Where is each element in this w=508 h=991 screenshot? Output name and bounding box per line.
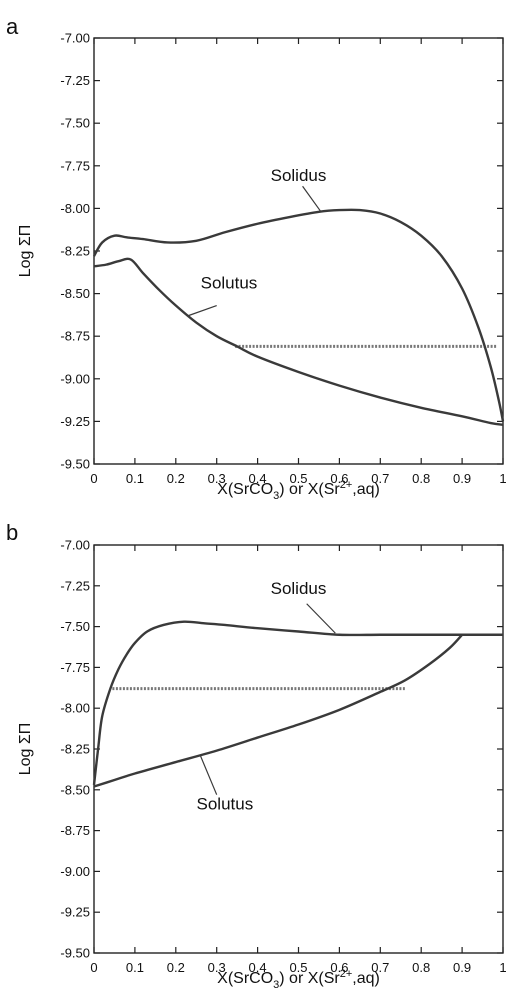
x-axis-title-part: 3 (273, 490, 279, 502)
x-tick-label: 0.3 (208, 960, 226, 975)
x-axis-title: X(SrCO3) or X(Sr2+,aq) (217, 479, 380, 502)
annotation-label: Solutus (201, 273, 258, 292)
y-tick-label: -8.50 (60, 782, 90, 797)
annotation-label: Solidus (271, 579, 327, 598)
y-tick-label: -7.75 (60, 158, 90, 173)
x-tick-label: 0.9 (453, 960, 471, 975)
x-tick-label: 0.5 (289, 960, 307, 975)
panel-a: a -7.00 -7.25 -7.50 -7.75 -8.00 -8.25 -8.50 -8.7… (6, 14, 507, 502)
annotation-leader (199, 755, 218, 795)
x-tick-label: 0 (90, 471, 97, 486)
y-axis-title: Log ΣΠ (17, 225, 34, 278)
plot-frame (93, 37, 504, 465)
y-tick-label: -7.00 (60, 31, 90, 46)
x-tick-label: 1 (499, 471, 506, 486)
x-axis-title-part: 2+ (340, 479, 353, 491)
x-tick-label: 0.8 (412, 960, 430, 975)
y-tick-label: -9.00 (60, 371, 90, 386)
x-tick-label: 0.7 (371, 960, 389, 975)
panel-letter: a (6, 14, 19, 39)
x-tick-label: 0.1 (126, 471, 144, 486)
y-tick-label: -7.00 (60, 538, 90, 553)
y-tick-label: -7.25 (60, 73, 90, 88)
y-tick-label: -8.25 (60, 742, 90, 757)
y-tick-label: -9.50 (60, 457, 90, 472)
y-tick-label: -7.50 (60, 116, 90, 131)
x-tick-label: 0.6 (330, 960, 348, 975)
x-tick-label: 0.2 (167, 471, 185, 486)
x-tick-label: 0 (90, 960, 97, 975)
panel-letter: b (6, 520, 18, 545)
y-tick-label: -7.25 (60, 578, 90, 593)
x-axis-title-part: 3 (273, 979, 279, 991)
y-tick-label: -8.00 (60, 201, 90, 216)
annotation-leader (187, 304, 217, 317)
series-solutus-line (93, 257, 504, 426)
y-tick-label: -8.25 (60, 244, 90, 259)
y-tick-label: -8.50 (60, 286, 90, 301)
y-tick-label: -9.00 (60, 864, 90, 879)
x-axis-title-part: 2+ (340, 968, 353, 980)
y-axis-title: Log ΣΠ (17, 723, 34, 776)
x-tick-label: 0.4 (249, 960, 267, 975)
annotation-label: Solutus (197, 794, 254, 813)
annotation-leader (302, 185, 322, 213)
x-axis-title-part: ,aq) (352, 481, 380, 498)
annotation-label: Solidus (271, 166, 327, 185)
x-tick-label: 0.3 (208, 471, 226, 486)
x-tick-label: 0.7 (371, 471, 389, 486)
y-tick-label: -7.75 (60, 660, 90, 675)
plot-frame (93, 544, 504, 954)
y-tick-label: -9.25 (60, 414, 90, 429)
x-axis-title-part: X(SrCO (217, 481, 273, 498)
series-solutus-line (93, 633, 463, 788)
y-tick-label: -7.50 (60, 619, 90, 634)
y-tick-label: -8.75 (60, 823, 90, 838)
x-tick-label: 0.5 (289, 471, 307, 486)
y-tick-label: -9.25 (60, 905, 90, 920)
series-solidus-line (92, 620, 503, 786)
x-tick-label: 0.9 (453, 471, 471, 486)
x-axis-title-part: ,aq) (352, 970, 380, 987)
x-tick-label: 0.6 (330, 471, 348, 486)
x-axis-title-part: ) or X(Sr (279, 970, 340, 987)
x-axis-title: X(SrCO3) or X(Sr2+,aq) (217, 968, 380, 991)
y-tick-label: -8.00 (60, 701, 90, 716)
x-tick-label: 0.4 (249, 471, 267, 486)
annotation-leader (306, 603, 336, 634)
x-tick-label: 0.1 (126, 960, 144, 975)
x-tick-label: 1 (499, 960, 506, 975)
x-tick-label: 0.8 (412, 471, 430, 486)
series-solidus-line (92, 208, 505, 422)
x-tick-label: 0.2 (167, 960, 185, 975)
x-axis-title-part: X(SrCO (217, 970, 273, 987)
x-axis-title-part: ) or X(Sr (279, 481, 340, 498)
y-tick-label: -9.50 (60, 946, 90, 961)
y-tick-label: -8.75 (60, 329, 90, 344)
panel-b: b -7.00 -7.25 -7.50 -7.75 -8.00 -8.25 -8.50 -8.7… (6, 520, 507, 991)
